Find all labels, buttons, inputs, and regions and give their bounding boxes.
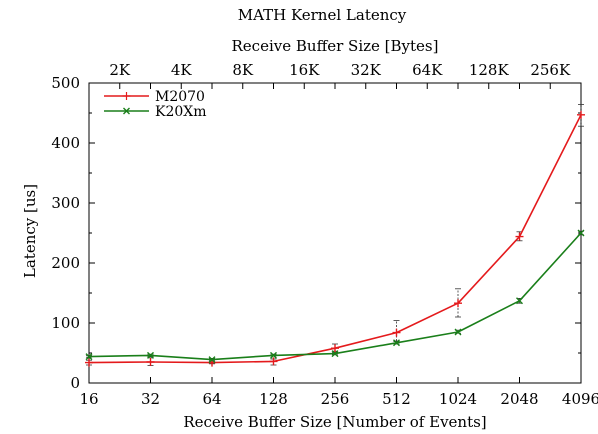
data-point-k20xm [331,350,339,358]
data-point-k20xm [208,356,216,364]
x-tick-label: 2048 [500,390,538,408]
x2-tick-label: 16K [289,61,320,79]
data-point-k20xm [516,297,523,305]
series-line-k20xm [88,232,582,361]
data-point-k20xm [577,229,585,237]
x-tick-label: 32 [141,390,160,408]
y-axis-label: Latency [us] [21,184,39,278]
x2-tick-label: 2K [109,61,131,79]
legend-marker-k20xm [123,107,130,115]
legend-label-m2070: M2070 [155,89,205,105]
y-tick-label: 0 [70,374,80,392]
data-point-m2070 [331,344,339,353]
x-axis-label: Receive Buffer Size [Number of Events] [183,413,486,431]
data-point-k20xm [454,328,462,336]
data-point-m2070 [392,328,401,337]
x2-tick-label: 32K [351,61,382,79]
y-tick-label: 200 [51,254,80,272]
legend-marker-m2070 [122,92,131,100]
data-point-m2070 [454,299,462,308]
x-tick-label: 64 [202,390,221,408]
x-tick-label: 1024 [439,390,477,408]
x-tick-label: 16 [79,390,98,408]
y-tick-label: 400 [51,134,80,152]
chart-title: MATH Kernel Latency [238,6,407,24]
data-point-k20xm [393,339,400,347]
legend-label-k20xm: K20Xm [155,104,207,120]
x2-tick-label: 8K [232,61,254,79]
data-point-m2070 [85,358,93,367]
x2-tick-label: 64K [412,61,443,79]
data-point-m2070 [269,357,278,366]
plot-frame [88,82,582,384]
x-tick-label: 256 [321,390,350,408]
y-tick-label: 500 [51,74,80,92]
x2-axis-label: Receive Buffer Size [Bytes] [232,37,439,55]
x-tick-label: 128 [259,390,288,408]
data-point-k20xm [85,353,93,361]
x-tick-label: 512 [382,390,411,408]
x2-tick-label: 4K [171,61,193,79]
x-tick-label: 4096 [562,390,598,408]
y-tick-label: 100 [51,314,80,332]
data-point-k20xm [270,351,277,359]
data-point-k20xm [147,351,154,359]
y-tick-label: 300 [51,194,80,212]
data-point-m2070 [577,110,585,119]
data-point-m2070 [146,358,155,366]
x2-tick-label: 128K [469,61,510,79]
series-line-m2070 [88,114,582,364]
data-point-m2070 [515,232,524,241]
x2-tick-label: 256K [530,61,571,79]
legend: M2070 K20Xm [104,89,207,120]
